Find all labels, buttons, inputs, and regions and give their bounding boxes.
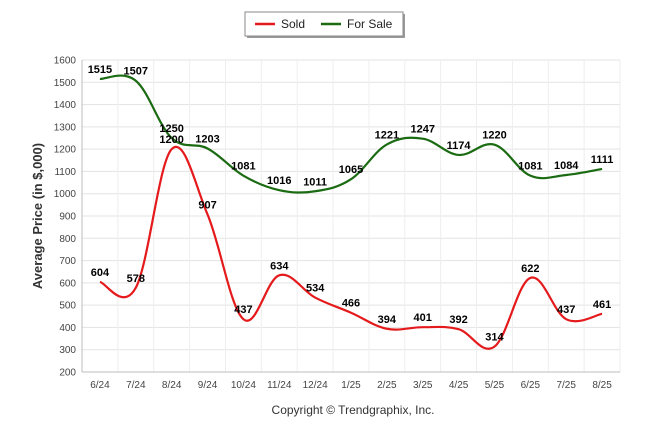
x-tick-label: 11/24: [267, 380, 292, 391]
y-tick-label: 1300: [54, 122, 77, 133]
x-tick-label: 8/24: [162, 380, 182, 391]
y-tick-label: 1400: [54, 100, 77, 111]
data-label-for-sale: 1065: [339, 164, 363, 176]
data-label-for-sale: 1515: [88, 64, 112, 76]
x-tick-label: 8/25: [592, 380, 612, 391]
x-tick-label: 1/25: [341, 380, 361, 391]
legend-label-sold: Sold: [281, 17, 305, 31]
data-label-for-sale: 1247: [410, 124, 434, 136]
y-tick-label: 1000: [54, 189, 77, 200]
data-label-for-sale: 1084: [554, 160, 579, 172]
data-label-for-sale: 1011: [303, 176, 327, 188]
data-label-sold: 466: [342, 298, 360, 310]
y-tick-label: 600: [59, 278, 76, 289]
data-label-sold: 401: [414, 312, 432, 324]
copyright-text: Copyright © Trendgraphix, Inc.: [272, 403, 435, 417]
y-tick-label: 1500: [54, 78, 77, 89]
series: [99, 74, 603, 350]
data-label-for-sale: 1081: [231, 161, 255, 173]
data-label-sold: 622: [521, 263, 539, 275]
data-label-for-sale: 1174: [447, 140, 472, 152]
y-tick-label: 700: [59, 256, 76, 267]
grid: [81, 59, 621, 373]
y-tick-label: 800: [59, 234, 76, 245]
x-tick-label: 6/24: [90, 380, 110, 391]
data-label-for-sale: 1203: [195, 133, 219, 145]
y-tick-label: 200: [59, 368, 76, 379]
data-label-sold: 907: [198, 199, 216, 211]
data-label-sold: 534: [306, 283, 325, 295]
data-label-sold: 392: [449, 314, 467, 326]
x-tick-label: 5/25: [485, 380, 505, 391]
data-label-for-sale: 1016: [267, 175, 291, 187]
y-tick-label: 400: [59, 323, 76, 334]
x-tick-label: 7/24: [126, 380, 146, 391]
data-label-for-sale: 1250: [159, 123, 183, 135]
data-label-for-sale: 1081: [518, 161, 542, 173]
data-label-sold: 634: [270, 260, 289, 272]
data-label-sold: 394: [378, 314, 397, 326]
x-tick-label: 12/24: [303, 380, 328, 391]
data-label-sold: 437: [557, 304, 575, 316]
series-line-for-sale: [99, 74, 603, 194]
axes: 200 300 400 500 600 700 800 900 1000 1100 1200 1300…: [54, 56, 620, 391]
data-label-sold: 604: [91, 267, 110, 279]
data-label-sold: 461: [593, 299, 611, 311]
y-tick-label: 300: [59, 345, 76, 356]
x-tick-label: 3/25: [413, 380, 433, 391]
y-tick-label: 1100: [54, 167, 76, 178]
x-tick-label: 4/25: [449, 380, 469, 391]
x-tick-label: 9/24: [198, 380, 218, 391]
x-tick-label: 6/25: [521, 380, 541, 391]
x-tick-label: 7/25: [556, 380, 576, 391]
y-tick-label: 500: [59, 301, 76, 312]
x-tick-label: 10/24: [231, 380, 256, 391]
y-tick-label: 1200: [54, 145, 77, 156]
data-label-for-sale: 1220: [482, 130, 506, 142]
legend-label-for-sale: For Sale: [347, 17, 393, 31]
y-axis-title: Average Price (in $,000): [30, 143, 45, 289]
data-label-for-sale: 1221: [375, 129, 399, 141]
data-label-sold: 437: [234, 304, 252, 316]
data-label-sold: 1200: [159, 134, 183, 146]
x-tick-label: 2/25: [377, 380, 397, 391]
data-label-sold: 314: [485, 332, 504, 344]
y-tick-label: 900: [59, 212, 76, 223]
y-tick-label: 1600: [54, 56, 77, 67]
data-label-for-sale: 1507: [124, 66, 148, 78]
legend: Sold For Sale: [244, 11, 405, 38]
data-labels: 604 578 1200 907 437 634 534 466 394 401 392 314 622…: [88, 64, 614, 344]
series-line-sold: [99, 145, 603, 350]
data-label-for-sale: 1111: [591, 154, 614, 166]
data-label-sold: 578: [127, 273, 145, 285]
